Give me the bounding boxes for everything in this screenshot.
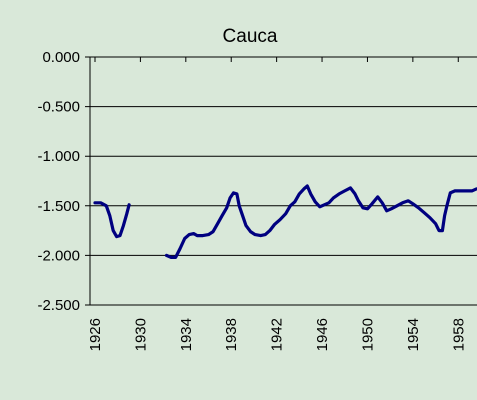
y-tick-label: -0.500: [37, 99, 80, 116]
y-tick-label: -1.500: [37, 198, 80, 215]
x-tick-label: 1930: [132, 318, 149, 351]
x-tick-label: 1926: [87, 318, 104, 351]
y-tick-label: -1.000: [37, 148, 80, 165]
data-line: [164, 184, 477, 259]
y-tick-label: 0.000: [42, 49, 80, 66]
x-tick-label: 1950: [359, 318, 376, 351]
x-tick-label: 1946: [314, 318, 331, 351]
x-tick-label: 1954: [405, 318, 422, 351]
x-tick-label: 1934: [178, 318, 195, 351]
x-tick-label: 1938: [223, 318, 240, 351]
y-tick-label: -2.000: [37, 247, 80, 264]
data-line: [93, 201, 131, 239]
chart-title: Cauca: [223, 26, 278, 47]
x-tick-label: 1942: [269, 318, 286, 351]
y-tick-label: -2.500: [37, 297, 80, 314]
x-tick-label: 1958: [450, 318, 467, 351]
